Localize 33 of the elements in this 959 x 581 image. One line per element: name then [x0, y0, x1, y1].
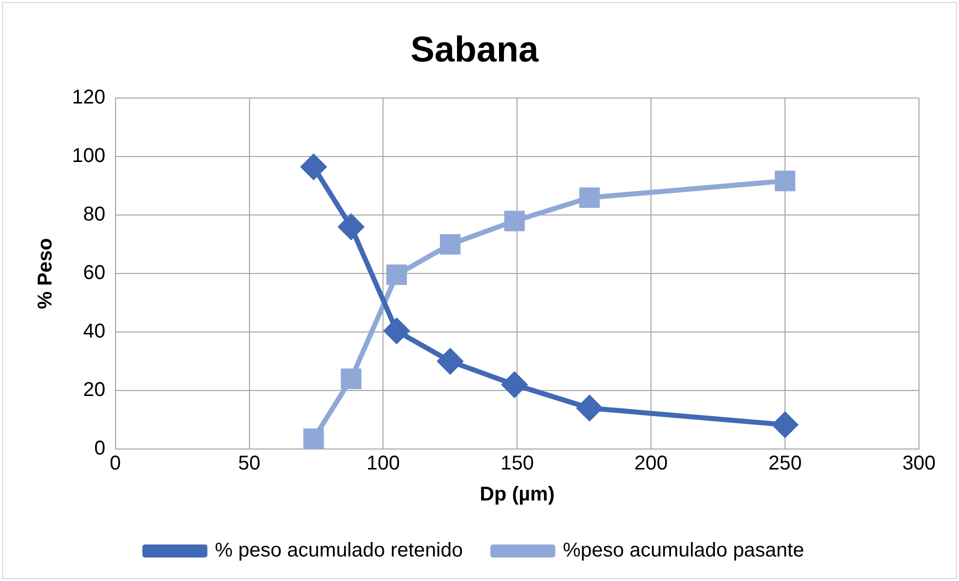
- point: [384, 318, 410, 344]
- point: [577, 396, 602, 421]
- x-tick-label: 0: [110, 452, 121, 475]
- y-tick-label: 80: [83, 204, 106, 226]
- point: [386, 264, 407, 286]
- x-tick-label: 200: [634, 452, 668, 475]
- y-axis-title: % Peso: [34, 238, 57, 310]
- x-tick-label: 50: [238, 452, 260, 475]
- y-tick-label: 120: [72, 86, 106, 109]
- point: [438, 348, 463, 374]
- point: [774, 170, 796, 192]
- legend-label: %peso acumulado pasante: [562, 540, 804, 562]
- legend-label: % peso acumulado retenido: [214, 540, 463, 562]
- point: [579, 187, 600, 208]
- point: [502, 372, 528, 398]
- y-tick-label: 0: [94, 438, 106, 460]
- point: [303, 428, 324, 449]
- point: [772, 412, 798, 438]
- point: [440, 234, 460, 255]
- point: [340, 368, 362, 390]
- y-tick-label: 40: [83, 320, 106, 343]
- x-tick-label: 300: [902, 452, 936, 475]
- x-axis-title: Dp (µm): [480, 484, 555, 506]
- x-tick-label: 250: [768, 452, 802, 475]
- y-tick-label: 100: [72, 145, 106, 168]
- y-tick-label: 20: [83, 379, 106, 402]
- x-tick-label: 150: [500, 452, 534, 475]
- point: [301, 154, 326, 180]
- x-tick-label: 100: [366, 452, 400, 475]
- chart-title: Sabana: [410, 28, 540, 70]
- y-tick-label: 60: [83, 262, 106, 284]
- point: [338, 214, 364, 240]
- point: [504, 210, 525, 232]
